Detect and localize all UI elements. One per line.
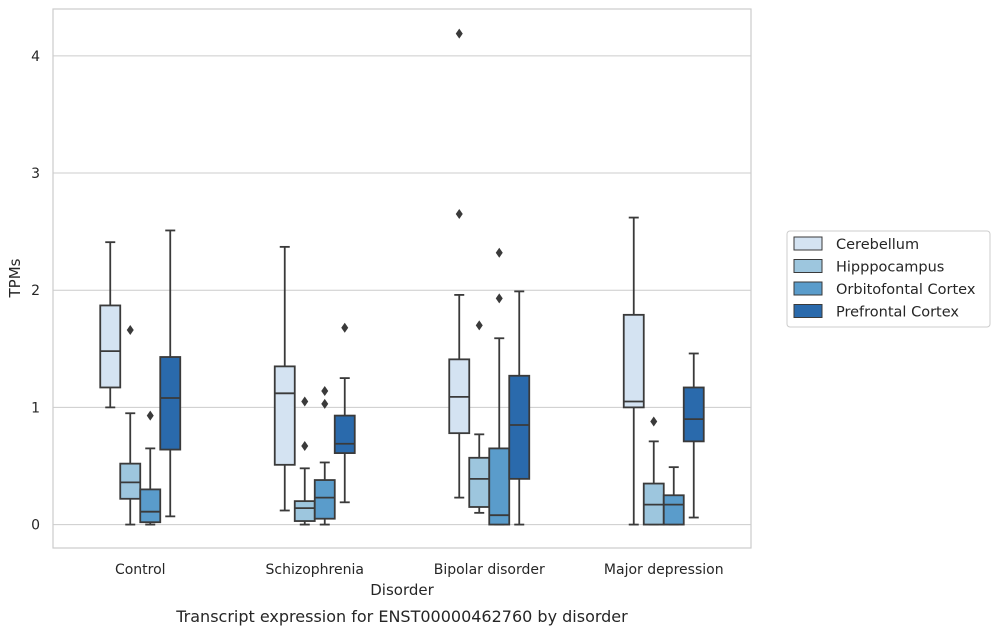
box-orbitofontal-cortex	[662, 466, 685, 526]
outlier-point	[321, 385, 329, 396]
box-cerebellum	[622, 216, 645, 526]
box-group-control	[99, 229, 182, 526]
box-iqr	[468, 456, 491, 508]
legend-swatch	[793, 236, 823, 251]
outlier-point	[475, 320, 483, 331]
box-iqr	[99, 304, 122, 389]
box-iqr	[139, 488, 162, 524]
y-tick-label: 1	[31, 400, 40, 416]
box-group-schizophrenia	[273, 245, 356, 526]
x-tick-label: Bipolar disorder	[434, 562, 545, 578]
outlier-point	[146, 410, 154, 421]
box-iqr	[119, 462, 142, 500]
box-iqr	[682, 386, 705, 443]
plot-frame	[52, 8, 752, 549]
y-tick-label: 4	[31, 49, 40, 65]
box-prefrontal-cortex	[508, 290, 531, 526]
legend-label: Hipppocampus	[836, 260, 944, 276]
legend-label: Orbitofontal Cortex	[836, 282, 976, 298]
legend-swatch	[793, 281, 823, 296]
legend-frame	[786, 230, 991, 328]
x-tick-label: Schizophrenia	[266, 562, 364, 578]
box-hipppocampus	[468, 320, 491, 514]
outlier-point	[341, 322, 349, 333]
legend-label: Prefrontal Cortex	[836, 305, 959, 321]
outlier-point	[495, 247, 503, 258]
y-tick-label: 3	[31, 166, 40, 182]
box-cerebellum	[273, 245, 296, 512]
x-tick-label: Major depression	[604, 562, 724, 578]
x-tick-labels: Control Schizophrenia Bipolar disorder Majo…	[115, 562, 724, 578]
outlier-point	[455, 28, 463, 39]
box-iqr	[313, 479, 336, 520]
outlier-point	[301, 396, 309, 407]
box-cerebellum	[99, 241, 122, 409]
y-tick-labels: 0 1 2 3 4	[31, 49, 40, 534]
box-iqr	[293, 500, 316, 522]
box-iqr	[273, 365, 296, 466]
box-group-bipolar-disorder	[448, 28, 531, 526]
gridlines	[53, 55, 751, 526]
y-tick-label: 2	[31, 283, 40, 299]
box-hipppocampus	[119, 325, 142, 526]
box-iqr	[662, 494, 685, 526]
outlier-point	[495, 293, 503, 304]
box-hipppocampus	[642, 416, 665, 526]
legend-items: Cerebellum Hipppocampus Orbitofontal Corte…	[793, 236, 976, 321]
box-iqr	[159, 356, 182, 451]
box-prefrontal-cortex	[682, 352, 705, 519]
box-cerebellum	[448, 28, 471, 499]
box-iqr	[333, 414, 356, 454]
box-prefrontal-cortex	[333, 322, 356, 504]
box-iqr	[508, 374, 531, 480]
box-iqr	[622, 313, 645, 409]
box-orbitofontal-cortex	[488, 247, 511, 526]
outlier-point	[126, 325, 134, 336]
outlier-point	[321, 398, 329, 409]
y-axis-label: TPMs	[6, 258, 24, 298]
outlier-point	[650, 416, 658, 427]
outlier-point	[301, 441, 309, 452]
chart-title: Transcript expression for ENST0000046276…	[175, 607, 628, 626]
box-prefrontal-cortex	[159, 229, 182, 518]
box-iqr	[488, 447, 511, 526]
y-tick-label: 0	[31, 518, 40, 534]
outlier-point	[455, 209, 463, 220]
x-tick-label: Control	[115, 562, 166, 578]
box-group-major-depression	[622, 216, 705, 526]
box-groups	[99, 28, 705, 526]
box-orbitofontal-cortex	[139, 410, 162, 526]
legend-swatch	[793, 304, 823, 318]
box-hipppocampus	[293, 396, 316, 526]
legend: Cerebellum Hipppocampus Orbitofontal Corte…	[786, 230, 991, 328]
x-axis-label: Disorder	[370, 581, 434, 599]
legend-swatch	[793, 259, 823, 273]
legend-label: Cerebellum	[836, 237, 919, 253]
box-orbitofontal-cortex	[313, 385, 336, 526]
plot-border	[52, 8, 752, 549]
